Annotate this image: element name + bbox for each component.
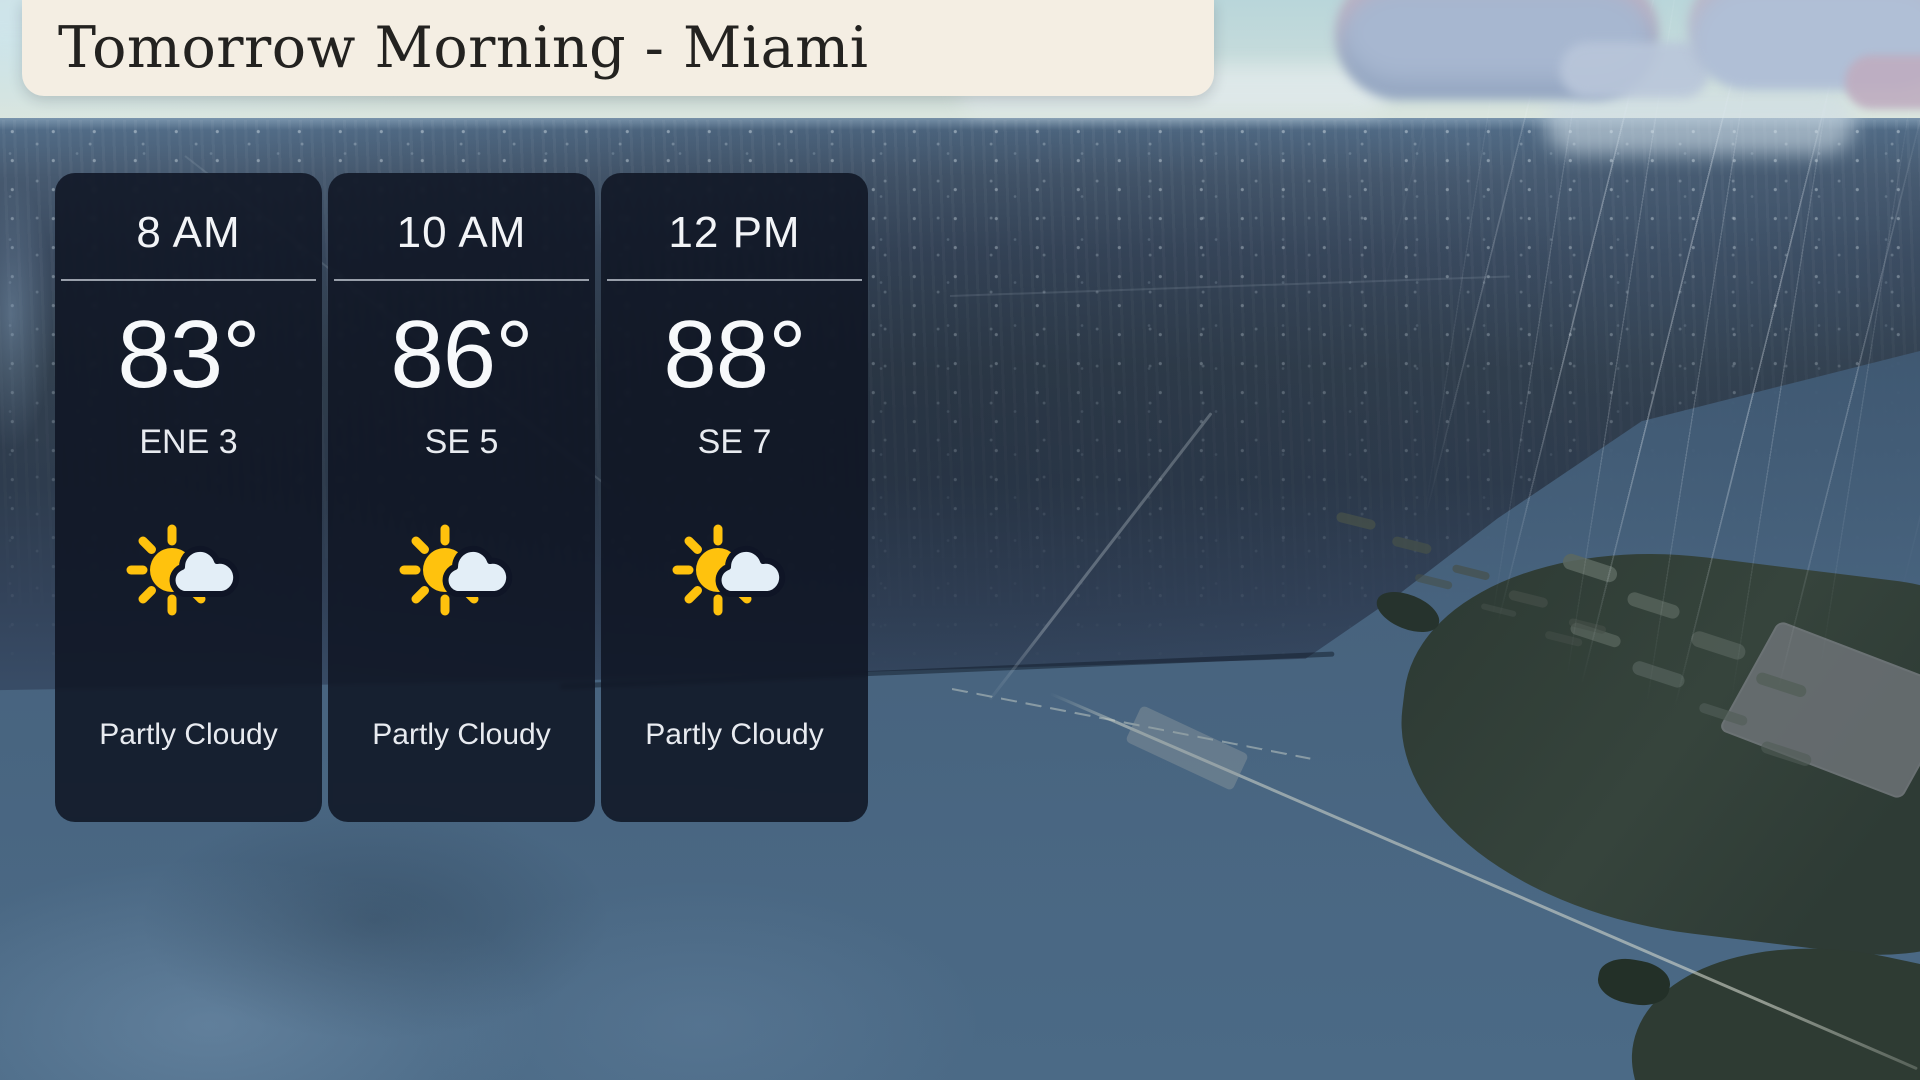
time-label: 12 PM — [668, 208, 801, 257]
temperature-value: 88° — [663, 301, 806, 408]
forecast-card-10am: 10 AM 86° SE 5 Partly — [328, 173, 595, 822]
cloud-icon — [715, 545, 785, 597]
wind-label: SE 7 — [697, 423, 772, 461]
cloud — [1560, 42, 1710, 98]
partly-cloudy-icon — [126, 516, 252, 624]
partly-cloudy-icon — [399, 516, 525, 624]
cloud-icon — [442, 545, 512, 597]
partly-cloudy-icon — [672, 516, 798, 624]
time-label: 10 AM — [396, 208, 527, 257]
forecast-cards: 8 AM 83° ENE 3 Partly — [55, 173, 868, 822]
forecast-card-12pm: 12 PM 88° SE 7 Partly — [601, 173, 868, 822]
divider — [334, 279, 589, 281]
temperature-value: 86° — [390, 301, 533, 408]
time-label: 8 AM — [136, 208, 241, 257]
water-light-patch — [0, 860, 540, 1080]
cloud-icon — [169, 545, 239, 597]
water-light-patch — [420, 880, 980, 1080]
water-patch — [0, 180, 54, 450]
cloud-shadow — [140, 800, 610, 1040]
title-banner: Tomorrow Morning - Miami — [22, 0, 1214, 96]
cloud — [1845, 55, 1920, 109]
temperature-value: 83° — [117, 301, 260, 408]
condition-label: Partly Cloudy — [372, 718, 551, 751]
forecast-card-8am: 8 AM 83° ENE 3 Partly — [55, 173, 322, 822]
wind-label: SE 5 — [424, 423, 499, 461]
condition-label: Partly Cloudy — [645, 718, 824, 751]
divider — [607, 279, 862, 281]
divider — [61, 279, 316, 281]
cloud — [1545, 92, 1855, 154]
page-title: Tomorrow Morning - Miami — [58, 15, 869, 81]
condition-label: Partly Cloudy — [99, 718, 278, 751]
wind-label: ENE 3 — [139, 423, 238, 461]
